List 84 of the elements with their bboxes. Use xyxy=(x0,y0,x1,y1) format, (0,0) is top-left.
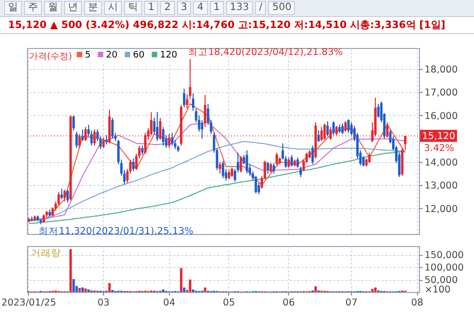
text: 500 xyxy=(268,1,296,15)
candlestick xyxy=(162,126,164,146)
candlestick xyxy=(254,175,258,194)
y-tick-label: 150,000 xyxy=(424,250,464,262)
y-tick-label: 50,000 xyxy=(424,275,458,286)
ref-line-label: 15,120 3.42% xyxy=(422,130,456,154)
candlestick xyxy=(326,120,329,137)
y-axis-title: ×100 xyxy=(424,284,451,296)
candlestick xyxy=(141,145,144,156)
annotation: 최저11,320(2023/01/31),25.13% xyxy=(38,226,194,238)
candlestick xyxy=(299,166,302,178)
candlestick xyxy=(311,145,314,165)
annotation: 최고18,420(2023/04/12),21.83% xyxy=(188,47,343,58)
bar xyxy=(81,288,84,292)
x-tick-label: 2023/01/25 xyxy=(1,298,56,308)
candlestick xyxy=(132,158,135,172)
candlestick xyxy=(63,189,66,202)
text: 4 xyxy=(193,1,208,15)
y-tick-label: 100,000 xyxy=(424,262,464,274)
legend-label: 60 xyxy=(133,50,145,60)
candlestick xyxy=(200,120,204,140)
candlestick xyxy=(75,131,78,148)
y-tick-label: 14,000 xyxy=(424,157,458,168)
candlestick xyxy=(240,156,242,173)
bar xyxy=(69,249,72,292)
y-tick-label: 12,000 xyxy=(424,204,458,215)
chart-title: 거래량 xyxy=(31,248,61,259)
candlestick xyxy=(72,114,75,132)
bar xyxy=(78,288,81,292)
text: / xyxy=(254,1,266,15)
text: 주 xyxy=(24,1,42,15)
candlestick xyxy=(66,189,69,204)
text: 년 xyxy=(64,1,82,15)
text: 시 xyxy=(104,1,122,15)
x-tick-label: 08 xyxy=(411,298,424,308)
y-tick-label: 17,000 xyxy=(424,88,458,99)
text: 틱 xyxy=(124,1,142,15)
bar xyxy=(314,286,317,292)
candlestick xyxy=(60,188,63,200)
candlestick xyxy=(182,88,186,108)
y-tick-label: 13,000 xyxy=(424,180,458,192)
bar xyxy=(371,289,374,292)
text: 일 xyxy=(4,1,22,15)
x-tick-label: 06 xyxy=(282,298,295,308)
candlestick xyxy=(171,132,174,146)
candlestick xyxy=(272,162,275,174)
text: 2 xyxy=(160,1,175,15)
text: 133 xyxy=(226,1,253,15)
candlestick xyxy=(156,111,158,142)
candlestick xyxy=(276,152,278,166)
legend-label: 20 xyxy=(106,50,118,60)
x-tick-label: 07 xyxy=(345,298,358,308)
text: 1 xyxy=(144,1,158,15)
y-tick-label: 16,000 xyxy=(424,110,458,122)
text: 1 xyxy=(210,1,224,15)
text: 3 xyxy=(176,1,192,15)
candlestick xyxy=(266,161,270,174)
chart-subtitle: 15,120 ▲ 500 (3.42%) 496,822 시:14,760 고:15,120 저:14,510 시총:3,336억 [1일] xyxy=(8,19,446,32)
bar xyxy=(374,288,377,292)
legend-title: 가격(수정) xyxy=(29,52,72,62)
y-tick-label: 18,000 xyxy=(424,64,458,76)
candlestick xyxy=(296,156,299,168)
bar xyxy=(180,268,182,292)
candlestick xyxy=(290,154,293,168)
candlestick xyxy=(192,92,194,112)
x-tick-label: 05 xyxy=(222,298,236,308)
candlestick xyxy=(204,94,206,128)
x-tick-label: 03 xyxy=(97,298,110,308)
candlestick xyxy=(246,150,248,174)
bar xyxy=(182,288,186,292)
candlestick xyxy=(270,162,272,173)
bar xyxy=(84,288,87,292)
bar xyxy=(72,279,75,292)
candlestick xyxy=(288,156,290,168)
candlestick xyxy=(81,128,84,142)
bar xyxy=(204,288,206,292)
text: 분 xyxy=(84,1,102,15)
x-tick-label: 04 xyxy=(163,298,176,308)
candlestick xyxy=(377,103,380,118)
legend-label: 120 xyxy=(160,50,178,60)
legend-label: 5 xyxy=(85,50,91,60)
bar xyxy=(188,280,192,292)
text: 월 xyxy=(44,1,62,15)
candlestick xyxy=(368,152,371,164)
